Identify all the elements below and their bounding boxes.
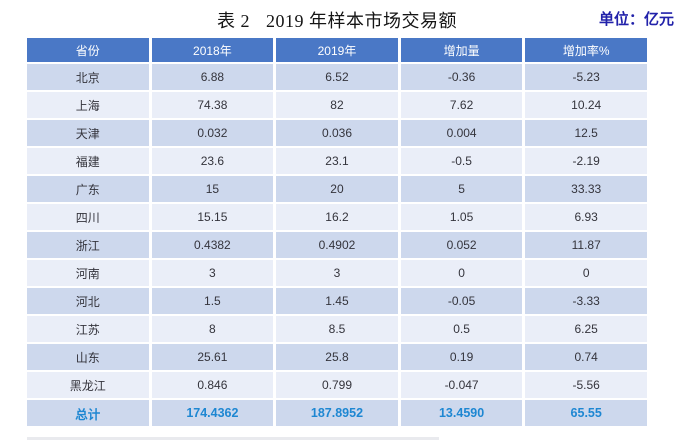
value-cell: 12.5 (525, 120, 647, 146)
province-cell: 总计 (27, 400, 149, 426)
province-cell: 黑龙江 (27, 372, 149, 398)
value-cell: 0.799 (276, 372, 398, 398)
value-cell: -3.33 (525, 288, 647, 314)
value-cell: 0 (525, 260, 647, 286)
value-cell: 15.15 (151, 204, 274, 230)
value-cell: -0.36 (400, 64, 523, 90)
value-cell: 1.05 (400, 204, 523, 230)
value-cell: -5.56 (525, 372, 647, 398)
value-cell: -0.047 (400, 372, 523, 398)
value-cell: 0.052 (400, 232, 523, 258)
value-cell: 6.52 (276, 64, 398, 90)
value-cell: 82 (276, 92, 398, 118)
value-cell: 6.25 (525, 316, 647, 342)
value-cell: 3 (276, 260, 398, 286)
table-row: 四川 15.15 16.2 1.05 6.93 (27, 204, 647, 230)
province-cell: 广东 (27, 176, 149, 202)
value-cell: 8.5 (276, 316, 398, 342)
value-cell: 0.4902 (276, 232, 398, 258)
value-cell: 7.62 (400, 92, 523, 118)
value-cell: 65.55 (525, 400, 647, 426)
value-cell: 6.93 (525, 204, 647, 230)
title-bar: 表 2 2019 年样本市场交易额 (24, 7, 650, 33)
value-cell: 25.8 (276, 344, 398, 370)
value-cell: 8 (151, 316, 274, 342)
value-cell: 5 (400, 176, 523, 202)
value-cell: 0.4382 (151, 232, 274, 258)
value-cell: -2.19 (525, 148, 647, 174)
value-cell: 16.2 (276, 204, 398, 230)
province-cell: 浙江 (27, 232, 149, 258)
table-row: 浙江 0.4382 0.4902 0.052 11.87 (27, 232, 647, 258)
table-row: 江苏 8 8.5 0.5 6.25 (27, 316, 647, 342)
value-cell: 0.032 (151, 120, 274, 146)
table-body: 北京 6.88 6.52 -0.36 -5.23 上海 74.38 82 7.62 10.24 天津… (27, 64, 647, 426)
value-cell: 187.8952 (276, 400, 398, 426)
table-row: 天津 0.032 0.036 0.004 12.5 (27, 120, 647, 146)
page-title: 表 2 2019 年样本市场交易额 (24, 7, 650, 33)
total-row: 总计 174.4362 187.8952 13.4590 65.55 (27, 400, 647, 426)
table-number-label: 表 2 (217, 11, 250, 31)
column-header: 2018年 (151, 38, 274, 62)
province-cell: 上海 (27, 92, 149, 118)
unit-label: 单位：亿元 (598, 11, 674, 28)
table-row: 河南 3 3 0 0 (27, 260, 647, 286)
value-cell: 23.1 (276, 148, 398, 174)
data-table: 省份 2018年 2019年 增加量 增加率% 北京 6.88 6.52 -0.36 -5.23… (24, 36, 650, 428)
value-cell: 20 (276, 176, 398, 202)
province-cell: 福建 (27, 148, 149, 174)
province-cell: 天津 (27, 120, 149, 146)
province-cell: 河北 (27, 288, 149, 314)
value-cell: 0.846 (151, 372, 274, 398)
value-cell: 1.45 (276, 288, 398, 314)
value-cell: 33.33 (525, 176, 647, 202)
value-cell: 174.4362 (151, 400, 274, 426)
table-row: 河北 1.5 1.45 -0.05 -3.33 (27, 288, 647, 314)
column-header: 省份 (27, 38, 149, 62)
value-cell: -0.5 (400, 148, 523, 174)
value-cell: 0.19 (400, 344, 523, 370)
province-cell: 四川 (27, 204, 149, 230)
column-header: 2019年 (276, 38, 398, 62)
column-header: 增加量 (400, 38, 523, 62)
province-cell: 山东 (27, 344, 149, 370)
value-cell: 25.61 (151, 344, 274, 370)
province-cell: 河南 (27, 260, 149, 286)
page-artifact-line (27, 437, 439, 440)
value-cell: 1.5 (151, 288, 274, 314)
province-cell: 北京 (27, 64, 149, 90)
province-cell: 江苏 (27, 316, 149, 342)
table-head: 省份 2018年 2019年 增加量 增加率% (27, 38, 647, 62)
value-cell: 23.6 (151, 148, 274, 174)
table-row: 上海 74.38 82 7.62 10.24 (27, 92, 647, 118)
table-header-row: 省份 2018年 2019年 增加量 增加率% (27, 38, 647, 62)
table-row: 山东 25.61 25.8 0.19 0.74 (27, 344, 647, 370)
value-cell: -5.23 (525, 64, 647, 90)
value-cell: 0.004 (400, 120, 523, 146)
value-cell: 11.87 (525, 232, 647, 258)
value-cell: 3 (151, 260, 274, 286)
table-title-text: 2019 年样本市场交易额 (266, 11, 457, 31)
table-row: 福建 23.6 23.1 -0.5 -2.19 (27, 148, 647, 174)
column-header: 增加率% (525, 38, 647, 62)
value-cell: 6.88 (151, 64, 274, 90)
value-cell: 0.036 (276, 120, 398, 146)
table-row: 北京 6.88 6.52 -0.36 -5.23 (27, 64, 647, 90)
table-row: 黑龙江 0.846 0.799 -0.047 -5.56 (27, 372, 647, 398)
value-cell: 10.24 (525, 92, 647, 118)
value-cell: 74.38 (151, 92, 274, 118)
table-row: 广东 15 20 5 33.33 (27, 176, 647, 202)
value-cell: 13.4590 (400, 400, 523, 426)
value-cell: 0.74 (525, 344, 647, 370)
value-cell: 0.5 (400, 316, 523, 342)
value-cell: -0.05 (400, 288, 523, 314)
value-cell: 0 (400, 260, 523, 286)
value-cell: 15 (151, 176, 274, 202)
